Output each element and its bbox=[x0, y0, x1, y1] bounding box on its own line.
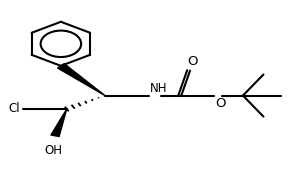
Text: OH: OH bbox=[45, 144, 63, 157]
Polygon shape bbox=[58, 64, 105, 96]
Polygon shape bbox=[51, 109, 67, 136]
Text: O: O bbox=[187, 55, 198, 68]
Text: Cl: Cl bbox=[9, 102, 20, 115]
Text: NH: NH bbox=[150, 82, 168, 95]
Text: O: O bbox=[215, 96, 226, 109]
